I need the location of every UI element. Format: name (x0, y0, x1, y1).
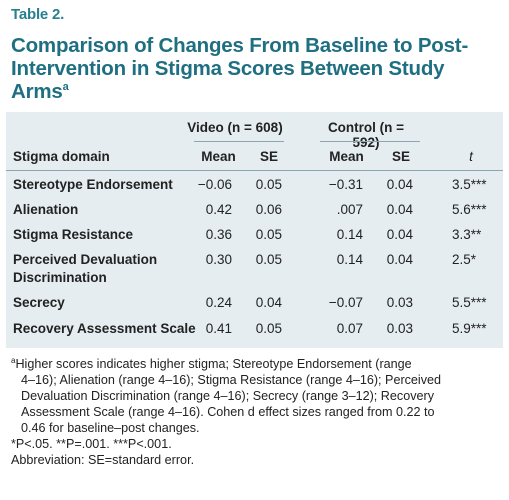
t-value-cell: 3.3** (452, 227, 482, 242)
control-se-cell: 0.04 (386, 227, 413, 242)
video-mean-header: Mean (201, 149, 236, 164)
t-column-header: t (469, 149, 473, 164)
control-mean-cell: 0.14 (336, 227, 363, 242)
control-mean-cell: 0.14 (336, 252, 363, 267)
table-row: Stereotype Endorsement −0.06 0.05 −0.31 … (6, 177, 503, 197)
t-value-cell: 2.5* (452, 252, 477, 267)
table-title: Comparison of Changes From Baseline to P… (11, 34, 501, 103)
video-mean-cell: 0.24 (205, 295, 232, 310)
control-se-cell: 0.03 (386, 321, 413, 336)
title-footnote-marker: a (62, 81, 69, 94)
table-row: Secrecy 0.24 0.04 −0.07 0.03 5.5*** (6, 295, 503, 315)
domain-column-header: Stigma domain (13, 149, 110, 164)
control-mean-header: Mean (329, 149, 364, 164)
video-mean-cell: −0.06 (197, 177, 232, 192)
footnote-a-line: 4–16); Alienation (range 4–16); Stigma R… (21, 373, 442, 387)
control-group-header: Control (n = 592) (327, 120, 405, 150)
table-row: Perceived Devaluation Discrimination 0.3… (6, 252, 503, 292)
title-text: Comparison of Changes From Baseline to P… (11, 34, 469, 103)
control-se-cell: 0.04 (386, 202, 413, 217)
group-header-row: Video (n = 608) Control (n = 592) (6, 120, 503, 150)
control-group-underline (320, 141, 420, 142)
domain-cell: Secrecy (13, 295, 65, 310)
video-se-cell: 0.05 (255, 227, 282, 242)
video-mean-cell: 0.42 (205, 202, 232, 217)
footnote-p-values: *P<.05. **P=.001. ***P<.001. (11, 437, 172, 451)
footnote-a: aHigher scores indicates higher stigma; … (11, 356, 501, 372)
footnote-abbreviation: Abbreviation: SE=standard error. (11, 453, 195, 467)
t-value-cell: 5.6*** (452, 202, 487, 217)
control-mean-cell: .007 (336, 202, 363, 217)
video-se-header: SE (259, 149, 278, 164)
domain-cell: Perceived Devaluation (13, 252, 158, 267)
video-se-cell: 0.06 (255, 202, 282, 217)
footnote-a-line: 0.46 for baseline–post changes. (21, 421, 200, 435)
footnote-a-line: Assessment Scale (range 4–16). Cohen d e… (21, 405, 435, 419)
column-header-row: Stigma domain Mean SE Mean SE t (6, 149, 503, 169)
domain-cell: Alienation (13, 202, 79, 217)
video-group-header: Video (n = 608) (187, 120, 283, 135)
table-footnotes: aHigher scores indicates higher stigma; … (11, 356, 501, 468)
table-row: Alienation 0.42 0.06 .007 0.04 5.6*** (6, 202, 503, 222)
video-se-cell: 0.05 (255, 252, 282, 267)
video-se-cell: 0.04 (255, 295, 282, 310)
t-value-cell: 5.9*** (452, 321, 487, 336)
footnote-a-line: Devaluation Discrimination (range 4–16);… (21, 389, 434, 403)
video-mean-cell: 0.36 (205, 227, 232, 242)
header-divider (6, 170, 503, 171)
control-se-cell: 0.03 (386, 295, 413, 310)
video-group-underline (194, 141, 284, 142)
control-mean-cell: −0.07 (328, 295, 363, 310)
control-se-header: SE (391, 149, 410, 164)
table-row: Recovery Assessment Scale 0.41 0.05 0.07… (6, 321, 503, 341)
domain-cell: Stigma Resistance (13, 227, 134, 242)
table-row: Stigma Resistance 0.36 0.05 0.14 0.04 3.… (6, 227, 503, 247)
domain-cell: Stereotype Endorsement (13, 177, 173, 192)
data-table: Video (n = 608) Control (n = 592) Stigma… (6, 112, 503, 348)
video-mean-cell: 0.30 (205, 252, 232, 267)
footnote-a-line-1: Higher scores indicates higher stigma; S… (15, 357, 412, 371)
video-se-cell: 0.05 (255, 321, 282, 336)
t-value-cell: 5.5*** (452, 295, 487, 310)
control-se-cell: 0.04 (386, 177, 413, 192)
video-se-cell: 0.05 (255, 177, 282, 192)
domain-cell-continued: Discrimination (13, 270, 107, 285)
t-value-cell: 3.5*** (452, 177, 487, 192)
domain-cell: Recovery Assessment Scale (13, 321, 196, 336)
video-mean-cell: 0.41 (205, 321, 232, 336)
control-mean-cell: −0.31 (328, 177, 363, 192)
footnote-a-marker: a (11, 355, 16, 365)
control-mean-cell: 0.07 (336, 321, 363, 336)
table-label: Table 2. (11, 6, 65, 23)
control-se-cell: 0.04 (386, 252, 413, 267)
